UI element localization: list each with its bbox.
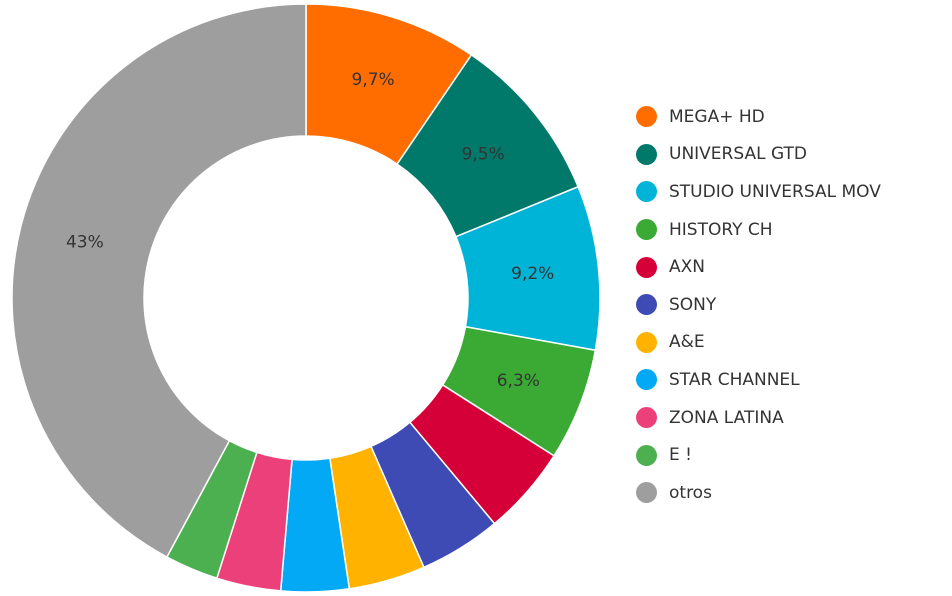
legend-label: E ! xyxy=(669,445,692,466)
slice-label-2: 9,2% xyxy=(511,264,554,284)
legend-label: UNIVERSAL GTD xyxy=(669,144,808,165)
legend-item-6[interactable]: A&E xyxy=(636,324,881,362)
legend-swatch xyxy=(636,444,657,466)
slice-label-0: 9,7% xyxy=(352,70,395,90)
legend-swatch xyxy=(636,294,657,316)
legend-item-0[interactable]: MEGA+ HD xyxy=(636,98,881,136)
slice-10[interactable] xyxy=(11,3,307,559)
legend-item-9[interactable]: E ! xyxy=(636,436,881,474)
legend-swatch xyxy=(636,331,657,353)
slice-label-10: 43% xyxy=(66,232,104,252)
legend-label: ZONA LATINA xyxy=(669,407,784,428)
legend-item-2[interactable]: STUDIO UNIVERSAL MOV xyxy=(636,173,881,211)
legend-item-5[interactable]: SONY xyxy=(636,286,881,324)
legend-swatch xyxy=(636,181,657,203)
legend-swatch xyxy=(636,256,657,278)
legend-label: AXN xyxy=(669,257,705,278)
legend-swatch xyxy=(636,482,657,504)
legend-swatch xyxy=(636,219,657,241)
legend-label: A&E xyxy=(669,332,705,353)
slice-label-1: 9,5% xyxy=(462,145,505,165)
legend-label: HISTORY CH xyxy=(669,219,773,240)
legend-item-8[interactable]: ZONA LATINA xyxy=(636,399,881,437)
legend-item-1[interactable]: UNIVERSAL GTD xyxy=(636,136,881,174)
legend-label: MEGA+ HD xyxy=(669,106,765,127)
legend-swatch xyxy=(636,369,657,391)
legend-item-10[interactable]: otros xyxy=(636,474,881,512)
legend-swatch xyxy=(636,106,657,128)
legend-label: otros xyxy=(669,482,712,503)
legend-swatch xyxy=(636,143,657,165)
slice-label-3: 6,3% xyxy=(497,371,540,391)
legend-item-3[interactable]: HISTORY CH xyxy=(636,211,881,249)
legend-label: SONY xyxy=(669,294,717,315)
legend-label: STUDIO UNIVERSAL MOV xyxy=(669,181,881,202)
chart-legend: MEGA+ HD UNIVERSAL GTD STUDIO UNIVERSAL MO… xyxy=(636,98,881,512)
legend-swatch xyxy=(636,407,657,429)
legend-label: STAR CHANNEL xyxy=(669,369,800,390)
legend-item-7[interactable]: STAR CHANNEL xyxy=(636,361,881,399)
legend-item-4[interactable]: AXN xyxy=(636,248,881,286)
